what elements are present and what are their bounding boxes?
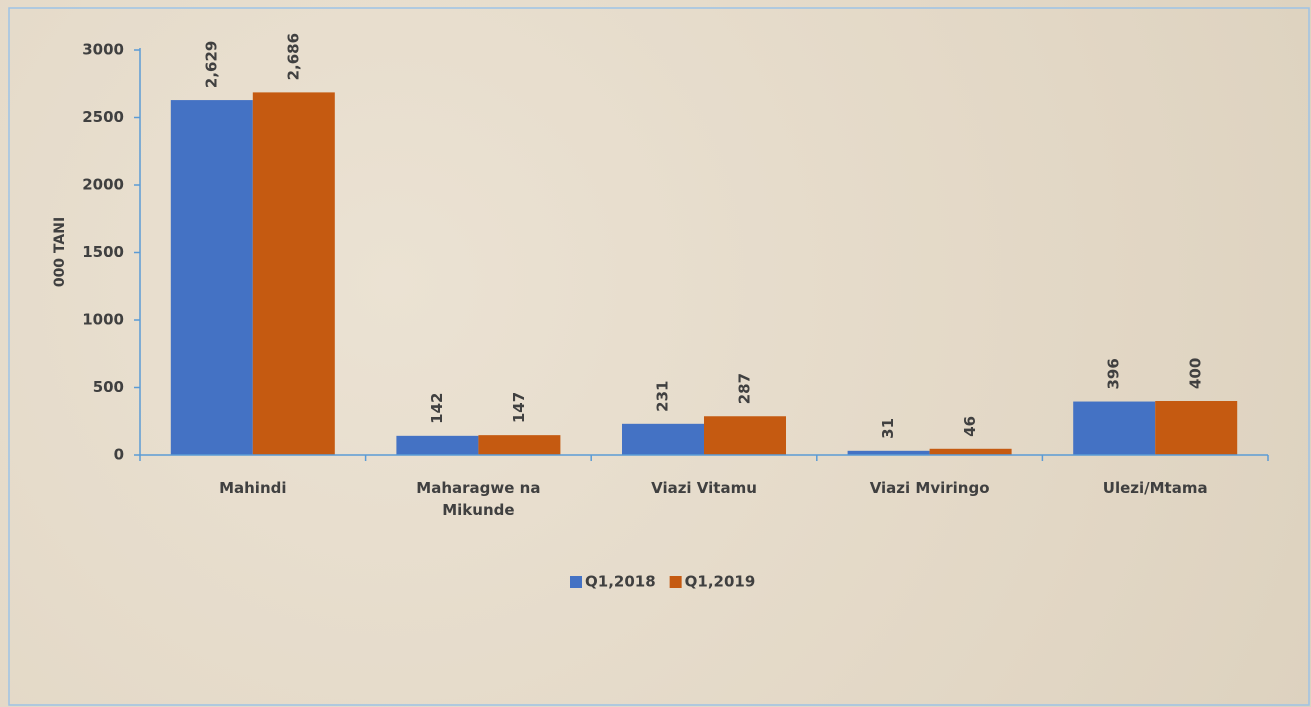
- data-label: 31: [879, 418, 897, 439]
- frame: [8, 7, 1310, 706]
- data-label: 46: [961, 416, 979, 437]
- x-tick-label: Viazi Mviringo: [869, 479, 990, 497]
- bar: [1073, 401, 1156, 455]
- y-axis-label: 000 TANI: [52, 217, 68, 287]
- legend-swatch: [570, 576, 582, 588]
- data-label: 2,629: [202, 41, 220, 88]
- legend-label: Q1,2018: [585, 573, 656, 591]
- data-label: 2,686: [284, 33, 302, 80]
- bar: [622, 423, 704, 455]
- legend-label: Q1,2019: [685, 573, 756, 591]
- y-tick-label: 1000: [82, 311, 124, 329]
- bar: [252, 92, 335, 455]
- bar: [929, 448, 1012, 455]
- y-tick-label: 3000: [82, 41, 124, 59]
- data-label: 287: [736, 373, 754, 404]
- x-tick-label: Maharagwe na Mikunde: [416, 479, 541, 519]
- bar: [704, 416, 786, 455]
- data-label: 400: [1187, 358, 1205, 389]
- bar: [478, 435, 561, 455]
- data-label: 142: [428, 393, 446, 424]
- x-tick-label: Ulezi/Mtama: [1102, 479, 1208, 497]
- legend-swatch: [669, 576, 682, 588]
- x-tick-label: Mahindi: [219, 479, 287, 497]
- y-tick-label: 0: [114, 446, 124, 464]
- bar: [1155, 401, 1238, 455]
- y-tick-label: 1500: [82, 243, 124, 261]
- y-tick-label: 2500: [82, 108, 124, 126]
- data-label: 231: [654, 381, 672, 412]
- bar: [847, 450, 930, 455]
- bar: [396, 435, 479, 455]
- y-tick-label: 2000: [82, 176, 124, 194]
- x-tick-label: Viazi Vitamu: [651, 479, 757, 497]
- bar: [170, 100, 253, 456]
- data-label: 396: [1105, 358, 1123, 389]
- data-label: 147: [510, 392, 528, 423]
- y-tick-label: 500: [93, 378, 124, 396]
